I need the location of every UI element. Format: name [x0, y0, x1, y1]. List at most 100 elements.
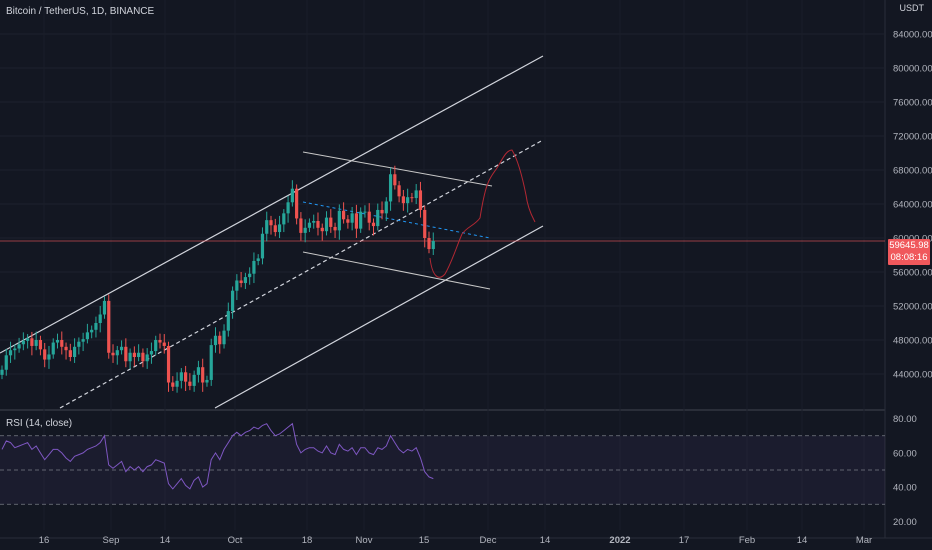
candle-body [414, 190, 418, 199]
last-price-value: 59645.98 [889, 240, 929, 251]
candle-body [38, 340, 43, 350]
price-axis: 44000.0048000.0052000.0056000.0060000.00… [893, 30, 932, 528]
candle-body [248, 273, 252, 278]
candle-body [60, 340, 64, 347]
time-tick-label: Oct [228, 535, 243, 546]
rsi-tick-label: 40.00 [893, 483, 917, 494]
rsi-indicator-label[interactable]: RSI (14, close) [6, 418, 73, 429]
candle-body [329, 217, 333, 227]
candle-body [154, 340, 158, 352]
candle-body [230, 290, 235, 312]
candle-body [111, 352, 115, 356]
candle-body [295, 188, 299, 219]
candle-body [401, 196, 405, 204]
candle-body [77, 341, 81, 347]
candle-body [158, 340, 162, 343]
candle-body [393, 174, 397, 186]
time-tick-label: Nov [356, 535, 373, 546]
candle-body [175, 380, 179, 387]
candlestick-series [0, 165, 435, 393]
candle-body [85, 332, 89, 340]
candle-body [346, 219, 350, 223]
candle-body [350, 213, 354, 223]
candle-body [47, 354, 51, 360]
candle-body [34, 340, 38, 346]
candle-body [333, 226, 337, 231]
symbol-title: Bitcoin / TetherUS, 1D, BINANCE [6, 6, 155, 17]
currency-label[interactable]: USDT [899, 3, 925, 13]
candle-body [102, 300, 107, 315]
rsi-pane [0, 422, 885, 505]
candle-body [124, 346, 128, 362]
price-tick-label: 80000.00 [893, 64, 932, 75]
candle-body [286, 202, 290, 214]
candle-body [371, 222, 376, 227]
candle-body [192, 374, 196, 386]
candle-body [290, 188, 294, 203]
candle-body [307, 222, 312, 228]
candle-body [235, 280, 239, 291]
candle-body [72, 346, 77, 357]
time-tick-label: 16 [39, 535, 50, 546]
candle-body [423, 209, 427, 238]
candle-body [55, 340, 60, 343]
price-tick-label: 76000.00 [893, 98, 932, 109]
candle-body [4, 355, 8, 370]
candle-body [388, 174, 393, 202]
time-tick-label: 17 [679, 535, 690, 546]
candle-body [0, 369, 4, 375]
candle-body [218, 335, 222, 345]
candle-body [380, 209, 384, 214]
candle-body [299, 218, 303, 233]
candle-body [137, 352, 141, 357]
time-axis: 16 Sep 14 Oct 18 Nov 15 Dec 14 2022 17 Feb 14 Mar [39, 535, 872, 546]
candle-body [166, 345, 171, 383]
channel-lower-line [214, 225, 544, 409]
candle-body [68, 350, 72, 357]
channel-upper-line [0, 55, 544, 354]
time-tick-label: Sep [103, 535, 120, 546]
candle-body [243, 277, 247, 284]
time-tick-label: Dec [480, 535, 497, 546]
candle-body [320, 227, 324, 232]
candle-body [337, 210, 341, 231]
trend-drawings [0, 55, 885, 409]
flag-mid-line [302, 201, 491, 239]
candle-body [145, 354, 149, 362]
candle-body [265, 220, 269, 234]
candle-body [21, 340, 25, 345]
rsi-tick-label: 20.00 [893, 517, 917, 528]
candle-body [141, 352, 145, 362]
last-price-badge: 59645.98 08:08:16 [888, 239, 930, 265]
candle-body [94, 323, 98, 330]
candle-body [256, 258, 260, 261]
candle-body [324, 217, 329, 232]
candle-body [359, 211, 363, 229]
candle-body [51, 342, 55, 355]
pane-separator [0, 409, 885, 411]
candle-body [397, 185, 401, 197]
price-tick-label: 64000.00 [893, 200, 932, 211]
candle-body [115, 350, 119, 356]
candle-body [188, 381, 192, 386]
candle-body [273, 225, 277, 233]
candle-body [427, 238, 431, 250]
candle-body [119, 346, 124, 351]
candle-body [252, 260, 256, 274]
candle-body [30, 338, 34, 346]
candle-body [184, 372, 188, 382]
candle-body [90, 329, 94, 333]
candle-body [179, 372, 183, 381]
candle-body [149, 351, 154, 355]
price-tick-label: 48000.00 [893, 336, 932, 347]
rsi-line [1, 422, 434, 490]
price-tick-label: 56000.00 [893, 268, 932, 279]
candle-body [282, 213, 286, 225]
channel-mid-line [59, 139, 544, 409]
time-tick-label: Mar [856, 535, 872, 546]
price-tick-label: 52000.00 [893, 302, 932, 313]
candle-body [17, 344, 21, 349]
candle-body [222, 330, 226, 345]
candle-body [239, 280, 243, 284]
